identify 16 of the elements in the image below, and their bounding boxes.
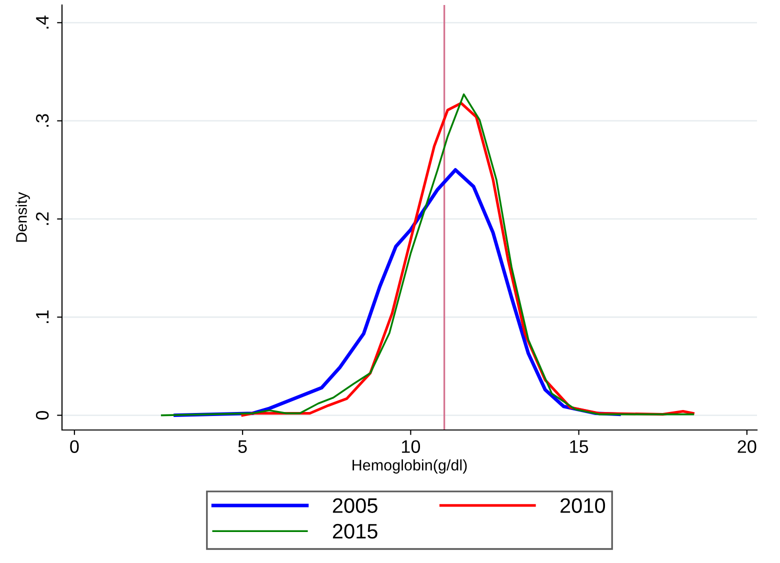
y-tick-label: .1	[36, 310, 49, 324]
x-axis-title: Hemoglobin(g/dl)	[352, 459, 467, 474]
x-tick-label: 10	[402, 440, 420, 453]
x-tick-label: 0	[70, 440, 79, 453]
line-series	[160, 93, 694, 416]
x-tick-label: 20	[738, 440, 756, 453]
legend-label: 2015	[332, 524, 378, 539]
x-tick-label: 5	[238, 440, 247, 453]
y-tick-label: 0	[36, 410, 49, 420]
y-tick-label: .4	[36, 16, 49, 29]
y-tick-label: .3	[36, 114, 49, 127]
legend-label: 2005	[332, 498, 378, 513]
legend-label: 2010	[560, 498, 606, 513]
y-axis-title: Density	[16, 192, 30, 242]
x-tick-label: 15	[570, 440, 588, 453]
y-tick-label: .2	[36, 212, 49, 225]
